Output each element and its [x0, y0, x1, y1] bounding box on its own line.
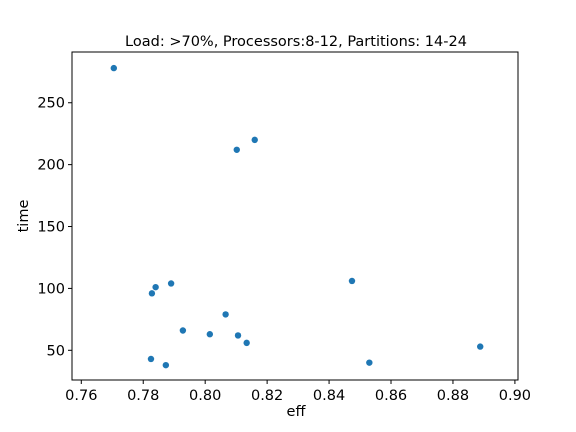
data-point [152, 283, 159, 291]
y-tick-label: 250 [37, 96, 65, 112]
data-point [233, 146, 240, 153]
data-point [348, 277, 356, 285]
data-point [477, 343, 484, 350]
data-point [167, 280, 175, 287]
x-tick-label: 0.84 [313, 388, 345, 404]
x-tick-label: 0.82 [251, 388, 283, 404]
x-tick-label: 0.86 [375, 388, 407, 404]
data-point [251, 136, 258, 144]
x-tick-label: 0.88 [437, 388, 469, 404]
y-axis: 50 100 150 200 250 [37, 96, 72, 359]
data-points [110, 64, 484, 369]
x-axis-label: eff [287, 404, 307, 420]
plot-area: 0.76 0.78 0.80 0.82 0.84 0.86 0.88 0.90 50 100 15… [37, 51, 531, 404]
data-point [179, 327, 187, 334]
x-tick-label: 0.90 [499, 388, 531, 404]
data-point [234, 332, 242, 339]
y-tick-label: 50 [47, 343, 65, 359]
chart-title: Load: >70%, Processors:8-12, Partitions:… [125, 34, 467, 50]
data-point [366, 359, 373, 366]
y-tick-label: 150 [37, 220, 65, 236]
x-tick-label: 0.80 [189, 388, 221, 404]
axes-frame [71, 51, 519, 381]
y-tick-label: 100 [37, 281, 65, 297]
data-point [206, 331, 214, 338]
data-point [147, 355, 155, 363]
data-point [148, 290, 156, 297]
x-tick-label: 0.76 [65, 388, 97, 404]
data-point [222, 311, 229, 318]
data-point [243, 339, 250, 347]
x-tick-label: 0.78 [127, 388, 159, 404]
y-axis-label: time [16, 200, 32, 233]
x-axis: 0.76 0.78 0.80 0.82 0.84 0.86 0.88 0.90 [65, 380, 531, 404]
data-point [162, 361, 170, 369]
y-tick-label: 200 [37, 158, 65, 174]
data-point [110, 64, 118, 72]
